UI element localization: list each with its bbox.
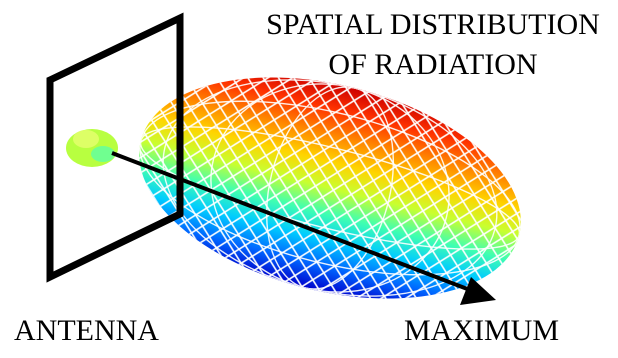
diagram-title-line-1: SPATIAL DISTRIBUTION — [266, 8, 600, 41]
antenna-label: ANTENNA — [14, 314, 159, 347]
back-lobe — [66, 129, 118, 167]
main-lobe-mesh — [115, 60, 545, 320]
diagram-title-line-2: OF RADIATION — [328, 48, 538, 81]
antenna-frame — [46, 12, 184, 283]
main-lobe — [115, 60, 545, 320]
maximum-label: MAXIMUM — [404, 314, 560, 347]
maximum-arrow — [111, 151, 496, 305]
